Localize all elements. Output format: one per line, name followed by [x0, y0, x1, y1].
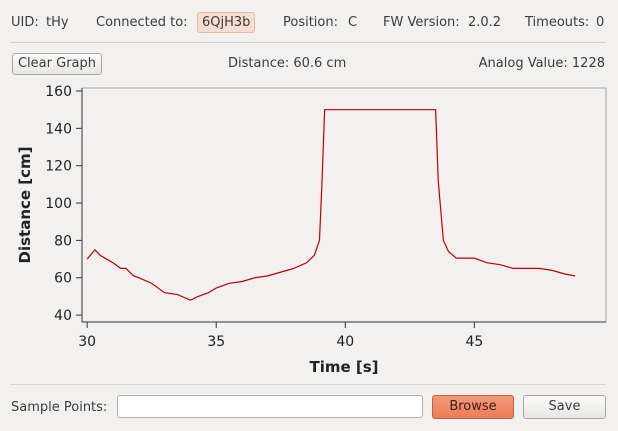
analog-readout: Analog Value: 1228 — [478, 56, 605, 71]
timeouts-value: 0 — [596, 15, 605, 30]
y-tick-label: 60 — [54, 271, 72, 287]
separator — [10, 384, 606, 385]
connected-label: Connected to: — [96, 15, 188, 30]
sample-points-input[interactable] — [117, 395, 423, 418]
position-value: C — [348, 15, 358, 30]
y-tick-label: 140 — [45, 121, 72, 137]
y-axis-label: Distance [cm] — [16, 146, 34, 263]
plot-area — [81, 87, 607, 323]
sample-points-label: Sample Points: — [11, 400, 108, 415]
separator — [10, 42, 606, 43]
browse-button[interactable]: Browse — [432, 395, 514, 419]
uid-value: tHy — [46, 15, 69, 30]
save-button[interactable]: Save — [523, 395, 606, 419]
y-tick-label: 120 — [45, 159, 72, 175]
chart: Time [s] Distance [cm] 30 35 40 45 40 60 80 100… — [16, 84, 607, 376]
x-axis-label: Time [s] — [309, 358, 378, 376]
position-label: Position: — [283, 15, 338, 30]
fw-value: 2.0.2 — [468, 15, 502, 30]
clear-graph-button[interactable]: Clear Graph — [12, 53, 102, 75]
y-tick-label: 160 — [45, 84, 72, 100]
y-tick-label: 40 — [54, 308, 72, 324]
connected-value: 6QjH3b — [197, 12, 256, 33]
x-tick-label: 40 — [336, 334, 354, 350]
y-tick-label: 100 — [45, 196, 72, 212]
x-tick-label: 30 — [78, 334, 96, 350]
distance-line — [86, 109, 576, 301]
uid-label: UID: — [11, 15, 39, 30]
x-tick-label: 35 — [207, 334, 225, 350]
timeouts-label: Timeouts: — [525, 15, 590, 30]
fw-label: FW Version: — [383, 15, 460, 30]
x-tick-label: 45 — [465, 334, 483, 350]
distance-readout: Distance: 60.6 cm — [228, 56, 347, 71]
y-tick-label: 80 — [54, 233, 72, 249]
